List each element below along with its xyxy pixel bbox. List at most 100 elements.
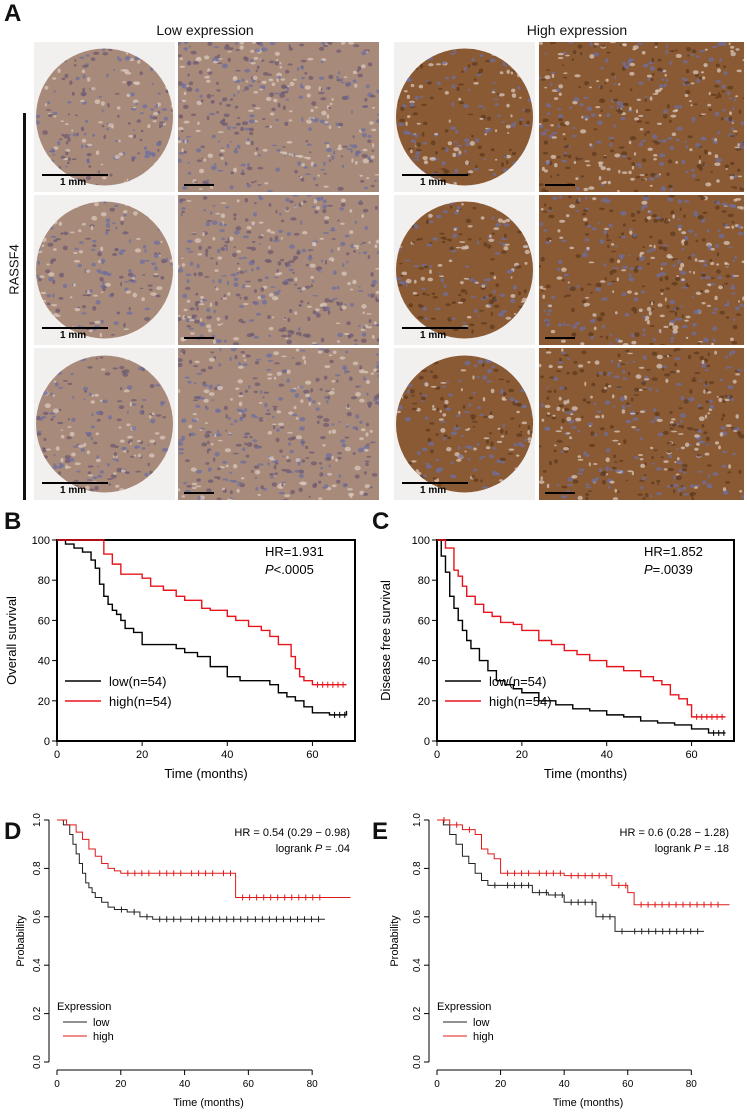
scale-bar-zoom bbox=[184, 184, 214, 186]
y-tick-label: 0 bbox=[424, 736, 430, 748]
annotation-1: HR=1.931 bbox=[265, 544, 324, 559]
scale-bar-zoom bbox=[545, 337, 575, 339]
y-tick-label: 80 bbox=[38, 575, 50, 587]
low-expression-title: Low expression bbox=[156, 22, 254, 38]
y-tick-label: 0.0 bbox=[32, 1055, 43, 1069]
scale-bar bbox=[402, 482, 468, 484]
y-tick-label: 0.4 bbox=[412, 958, 423, 972]
y-tick-label: 0 bbox=[44, 736, 50, 748]
y-tick-label: 100 bbox=[412, 535, 430, 547]
y-tick-label: 80 bbox=[418, 575, 430, 587]
histology-high-zoom-r2 bbox=[539, 195, 744, 345]
y-tick-label: 0.6 bbox=[412, 909, 423, 923]
y-tick-label: 20 bbox=[418, 696, 430, 708]
histology-high-zoom-r1 bbox=[539, 42, 744, 192]
y-tick-label: 40 bbox=[418, 656, 430, 668]
x-tick-label: 40 bbox=[601, 749, 613, 761]
x-axis-label: Time (months) bbox=[173, 1097, 244, 1109]
scale-bar bbox=[402, 174, 468, 176]
y-tick-label: 20 bbox=[38, 696, 50, 708]
marker-label: RASSF4 bbox=[6, 244, 22, 295]
scale-bar-label: 1 mm bbox=[60, 485, 87, 496]
scale-bar bbox=[42, 174, 108, 176]
y-tick-label: 1.0 bbox=[32, 813, 43, 827]
histology-low-zoom-r2 bbox=[178, 195, 379, 345]
scale-bar-zoom bbox=[545, 184, 575, 186]
series-line-lown bbox=[437, 539, 726, 734]
annotation-2: P<.0005 bbox=[265, 562, 314, 577]
y-tick-label: 0.6 bbox=[32, 909, 43, 923]
histology-low-zoom-r1 bbox=[178, 42, 379, 192]
annotation-1: HR=1.852 bbox=[644, 544, 703, 559]
annotation-2: logrank P = .18 bbox=[655, 843, 729, 855]
y-tick-label: 0.0 bbox=[412, 1055, 423, 1069]
annotation-1: HR = 0.6 (0.28 − 1.28) bbox=[620, 827, 729, 839]
legend-label: high(n=54) bbox=[109, 694, 172, 709]
legend-label: low(n=54) bbox=[109, 674, 166, 689]
x-tick-label: 60 bbox=[306, 749, 318, 761]
scale-bar-label: 1 mm bbox=[60, 177, 87, 188]
histology-high-core-r1 bbox=[394, 42, 535, 192]
x-axis-label: Time (months) bbox=[544, 766, 627, 781]
legend-title: Expression bbox=[57, 1001, 111, 1013]
x-tick-label: 0 bbox=[434, 1079, 440, 1090]
km-plot-d: 0.0 0.2 0.4 0.6 0.8 1.0 0 20 40 60 80 Time (months)… bbox=[15, 813, 351, 1109]
x-tick-label: 0 bbox=[54, 749, 60, 761]
annotation-2: P=.0039 bbox=[644, 562, 693, 577]
legend-label: low bbox=[93, 1017, 110, 1029]
panel-label-a: A bbox=[4, 0, 22, 27]
km-plot-e: 0.0 0.2 0.4 0.6 0.8 1.0 0 20 40 60 80 Time (months)… bbox=[389, 813, 730, 1109]
y-tick-label: 0.4 bbox=[32, 958, 43, 972]
y-tick-label: 0.8 bbox=[32, 861, 43, 875]
scale-bar-label: 1 mm bbox=[420, 485, 447, 496]
panel-label-b: B bbox=[4, 508, 22, 535]
x-tick-label: 60 bbox=[622, 1079, 634, 1090]
scale-bar bbox=[42, 482, 108, 484]
y-axis-label: Probability bbox=[15, 915, 27, 967]
series-line-high bbox=[437, 819, 730, 906]
scale-bar-zoom bbox=[184, 337, 214, 339]
series-line-low bbox=[437, 819, 705, 932]
x-tick-label: 40 bbox=[221, 749, 233, 761]
x-tick-label: 0 bbox=[434, 749, 440, 761]
legend-label: high bbox=[93, 1031, 114, 1043]
y-axis-label: Probability bbox=[389, 915, 401, 967]
x-axis-label: Time (months) bbox=[164, 766, 247, 781]
plot-frame bbox=[56, 539, 356, 742]
panel-label-c: C bbox=[372, 508, 390, 535]
annotation-2: logrank P = .04 bbox=[276, 843, 350, 855]
histology-low-core-r3 bbox=[34, 348, 175, 500]
plot-frame bbox=[436, 539, 735, 742]
series-line-highn bbox=[437, 539, 726, 718]
y-tick-label: 0.2 bbox=[32, 1006, 43, 1020]
y-axis-label: Overall survival bbox=[4, 596, 19, 685]
x-tick-label: 80 bbox=[686, 1079, 698, 1090]
x-tick-label: 60 bbox=[243, 1079, 255, 1090]
x-tick-label: 20 bbox=[115, 1079, 127, 1090]
x-tick-label: 60 bbox=[685, 749, 697, 761]
panel-label-d: D bbox=[4, 818, 22, 845]
scale-bar-label: 1 mm bbox=[420, 177, 447, 188]
histology-high-core-r2 bbox=[394, 195, 535, 345]
scale-bar-zoom bbox=[545, 492, 575, 494]
x-tick-label: 20 bbox=[136, 749, 148, 761]
histology-low-zoom-r3 bbox=[178, 348, 379, 500]
y-tick-label: 100 bbox=[32, 535, 50, 547]
y-tick-label: 0.2 bbox=[412, 1006, 423, 1020]
legend-label: high bbox=[473, 1031, 494, 1043]
histology-low-core-r1 bbox=[34, 42, 175, 192]
x-tick-label: 40 bbox=[559, 1079, 571, 1090]
x-tick-label: 20 bbox=[516, 749, 528, 761]
series-line-lown bbox=[57, 539, 348, 716]
legend-label: low(n=54) bbox=[489, 674, 546, 689]
series-line-high bbox=[57, 819, 351, 898]
x-tick-label: 0 bbox=[54, 1079, 60, 1090]
high-expression-title: High expression bbox=[526, 22, 628, 38]
y-axis-label: Disease free survival bbox=[378, 580, 393, 701]
scale-bar bbox=[402, 327, 468, 329]
series-line-low bbox=[57, 819, 325, 920]
legend-label: high(n=54) bbox=[489, 694, 552, 709]
histology-high-core-r3 bbox=[394, 348, 535, 500]
annotation-1: HR = 0.54 (0.29 − 0.98) bbox=[234, 827, 350, 839]
histology-high-zoom-r3 bbox=[539, 348, 744, 500]
